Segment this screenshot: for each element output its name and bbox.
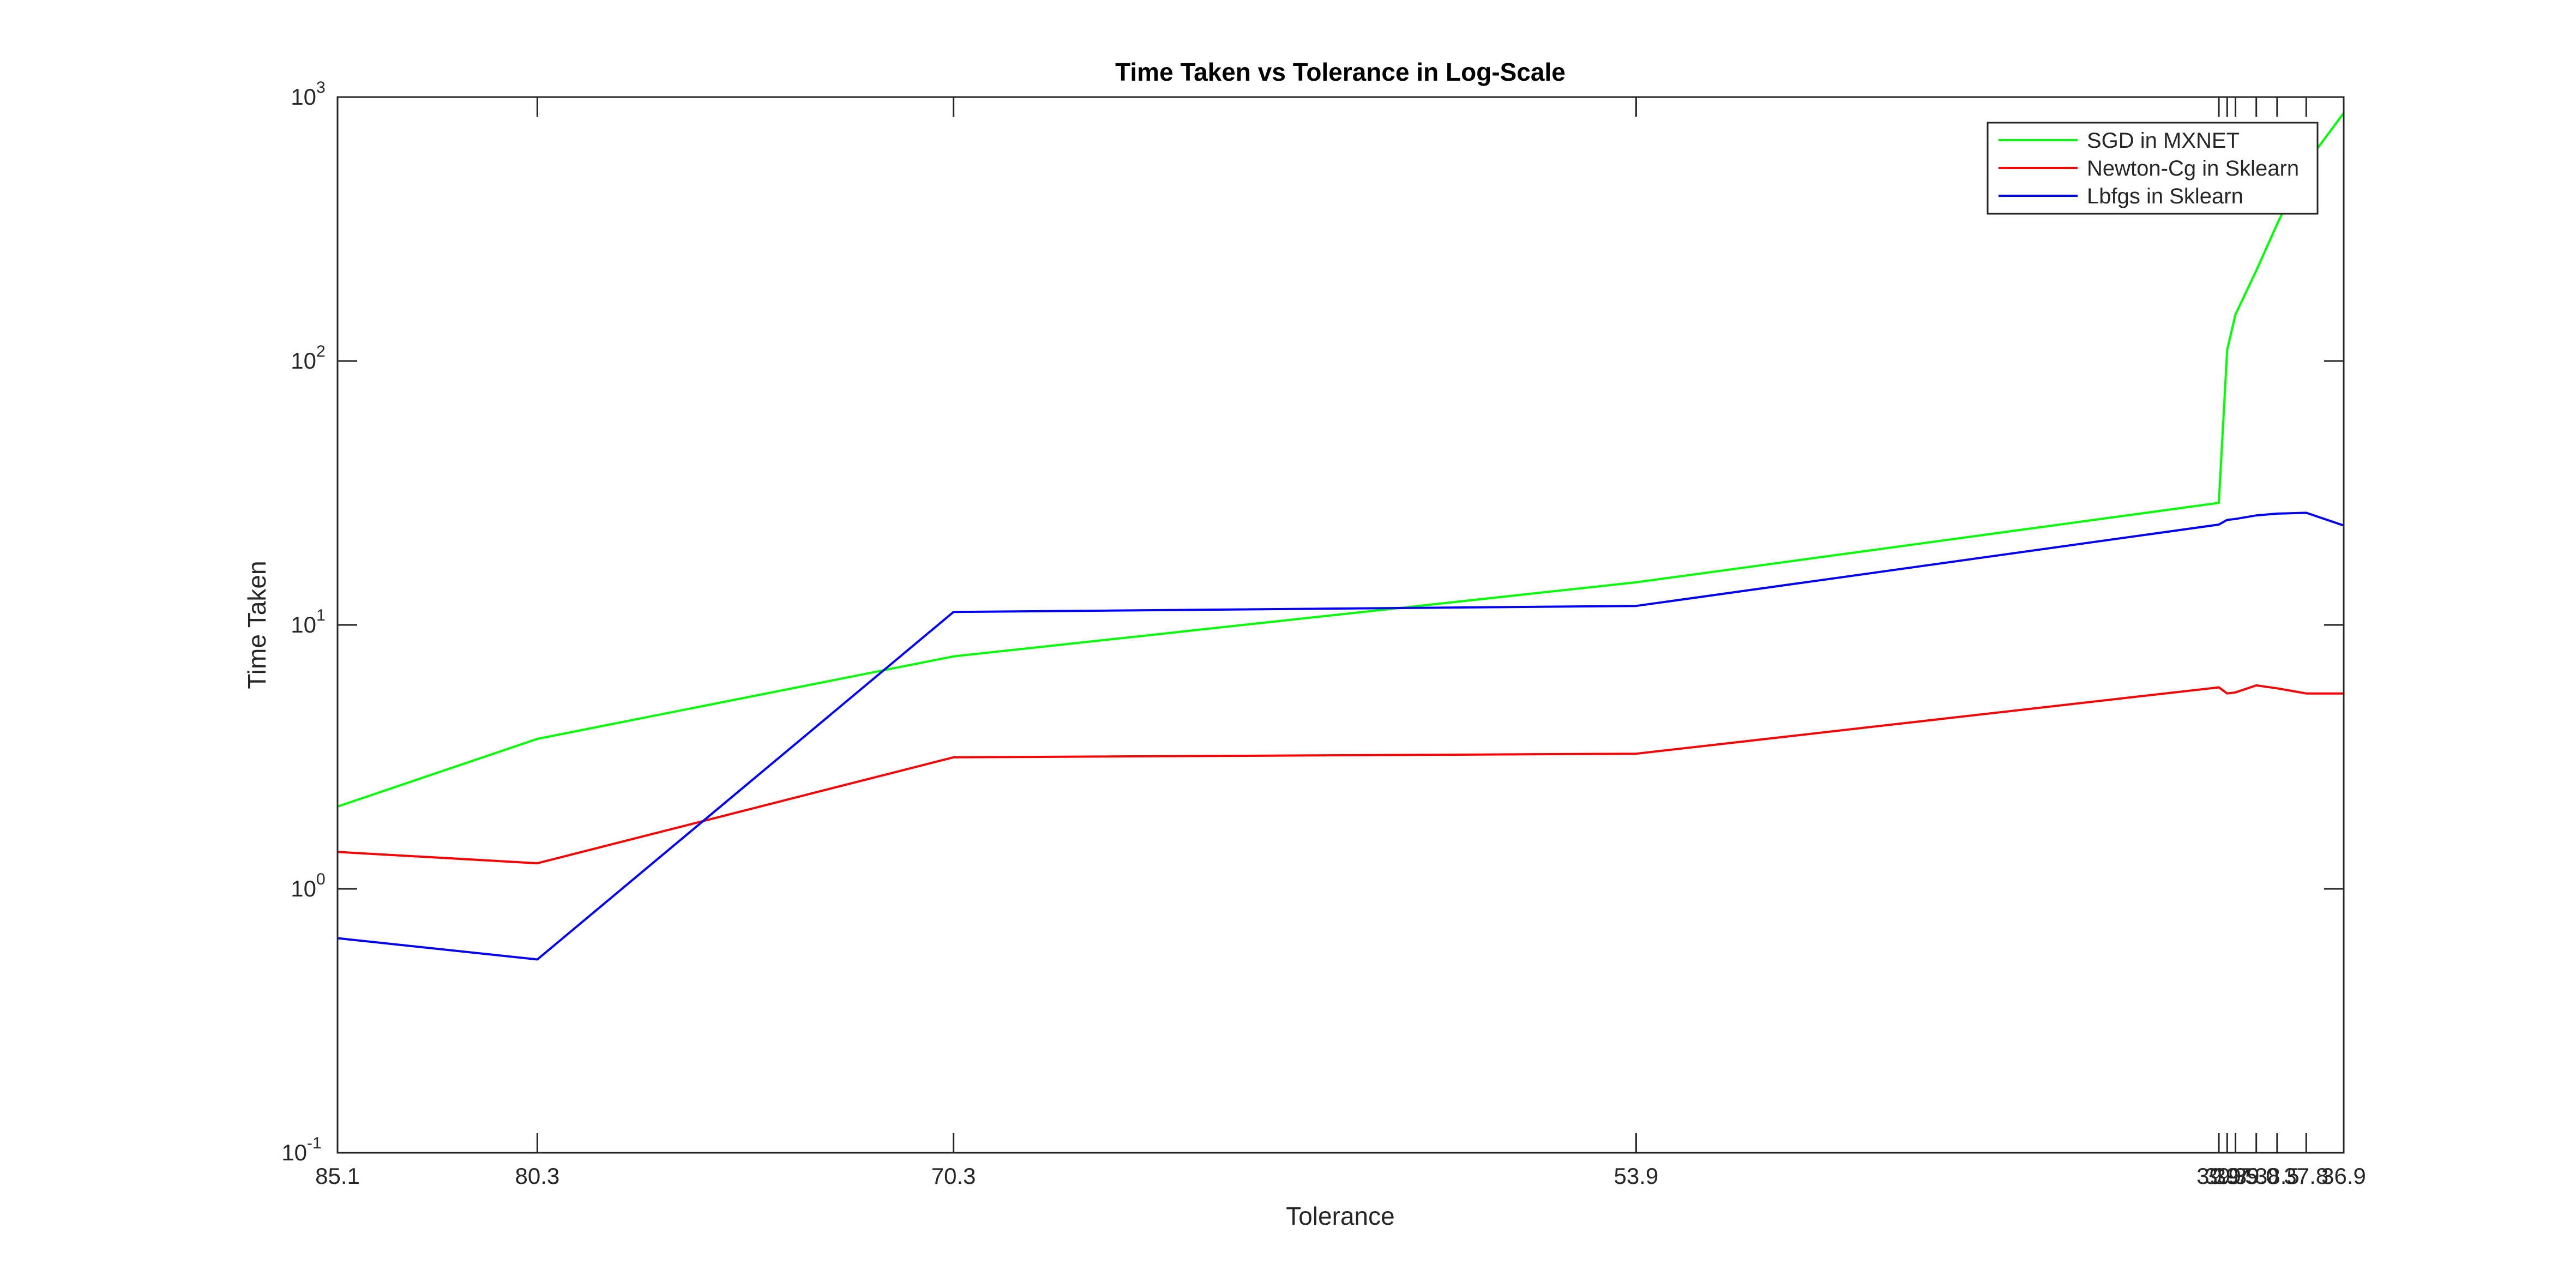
legend: SGD in MXNET Newton-Cg in Sklearn Lbfgs in… <box>1987 122 2319 215</box>
plot-area-border <box>336 96 2345 1154</box>
y-tick-label: 10 2 <box>291 342 325 374</box>
y-tick-label: 10 0 <box>291 870 325 901</box>
x-tick-label: 37.8 <box>2284 1163 2328 1189</box>
x-axis-label: Tolerance <box>1286 1202 1394 1230</box>
legend-entry: Lbfgs in Sklearn <box>2087 184 2243 208</box>
y-tick-exponent: 1 <box>316 606 326 624</box>
legend-entry: Newton-Cg in Sklearn <box>2087 157 2299 180</box>
x-tick-label: 39.0 <box>2234 1163 2279 1189</box>
x-tick-label: 39.5 <box>2213 1163 2258 1189</box>
x-tick-label: 80.3 <box>515 1163 559 1189</box>
ticks-layer: 85.1 80.3 70.3 53.9 39.939.739.539.038.537.8… <box>281 79 2366 1189</box>
y-tick-exponent: -1 <box>307 1134 322 1152</box>
y-tick-label: 10 3 <box>291 79 325 110</box>
x-tick-label: 38.5 <box>2255 1163 2300 1189</box>
y-tick-base: 10 <box>291 876 316 901</box>
series-line-2 <box>337 684 2344 865</box>
x-tick-label: 39.9 <box>2196 1163 2241 1189</box>
legend-entry: SGD in MXNET <box>2087 129 2240 153</box>
series-layer <box>337 112 2345 961</box>
chart-title: Time Taken vs Tolerance in Log-Scale <box>1115 58 1566 86</box>
x-tick-label: 36.9 <box>2321 1163 2366 1189</box>
y-tick-base: 10 <box>281 1140 307 1165</box>
x-tick-label: 70.3 <box>931 1163 976 1189</box>
y-tick-label: 10 1 <box>291 606 325 637</box>
y-tick-exponent: 2 <box>316 342 326 360</box>
y-axis-label: Time Taken <box>243 561 271 689</box>
x-tick-label: 85.1 <box>315 1163 360 1189</box>
series-line-1 <box>337 112 2345 808</box>
y-tick-base: 10 <box>291 612 316 637</box>
x-tick-label: 53.9 <box>1614 1163 1659 1189</box>
y-tick-base: 10 <box>291 348 316 374</box>
y-tick-exponent: 0 <box>316 870 326 888</box>
y-tick-exponent: 3 <box>316 79 326 97</box>
series-line-3 <box>337 511 2344 961</box>
x-tick-label: 39.7 <box>2205 1163 2249 1189</box>
y-tick-label: 10 -1 <box>281 1134 321 1165</box>
y-tick-base: 10 <box>291 84 316 110</box>
